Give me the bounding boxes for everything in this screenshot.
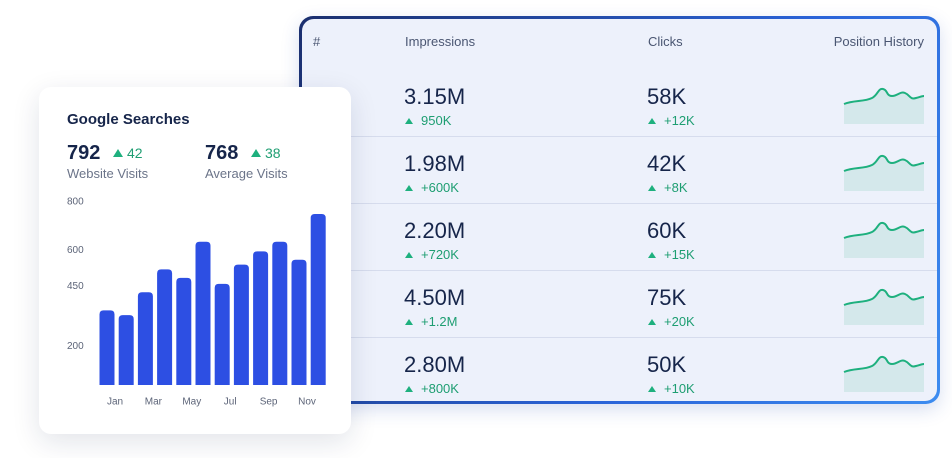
x-tick-label: May <box>182 397 201 408</box>
sparkline <box>843 87 925 124</box>
clicks-value: 50K <box>647 352 687 377</box>
stat-label: Average Visits <box>205 166 288 181</box>
sparkline-line <box>843 355 925 373</box>
sparkline-line <box>843 154 925 172</box>
impressions-value: 2.20M <box>404 218 466 243</box>
column-header: Impressions <box>405 34 476 49</box>
chart-title: Google Searches <box>67 111 190 128</box>
column-header: Clicks <box>648 34 683 49</box>
bar <box>253 251 269 385</box>
sparkline <box>843 154 925 191</box>
clicks-value: 60K <box>647 218 687 243</box>
sparkline-area <box>844 356 924 392</box>
stat-value: 792 <box>67 142 101 164</box>
impressions-change: +1.2M <box>405 314 458 329</box>
clicks-value: 58K <box>647 84 687 109</box>
impressions-change: +720K <box>405 247 459 262</box>
impressions-value: 3.15M <box>404 84 466 109</box>
impressions-change: +600K <box>405 180 459 195</box>
row-separator <box>302 136 937 137</box>
row-separator <box>302 337 937 338</box>
clicks-value: 42K <box>647 151 687 176</box>
x-tick-label: Nov <box>298 397 316 408</box>
sparkline-area <box>844 222 924 258</box>
impressions-change: +800K <box>405 381 459 396</box>
column-header: Position History <box>833 34 924 49</box>
x-tick-label: Jan <box>107 397 123 408</box>
table: # Impressions Clicks Position History 3.… <box>302 19 937 401</box>
clicks-change: +15K <box>648 247 695 262</box>
impressions-value: 2.80M <box>404 352 466 377</box>
y-tick-label: 600 <box>67 245 84 256</box>
sparkline <box>843 221 925 258</box>
sparkline <box>843 288 925 325</box>
bar <box>118 315 134 385</box>
stat-value: 768 <box>205 142 239 164</box>
row-separator <box>302 203 937 204</box>
x-tick-label: Jul <box>224 397 237 408</box>
y-tick-label: 800 <box>67 197 84 208</box>
y-tick-label: 450 <box>67 281 84 292</box>
bar <box>137 292 153 385</box>
x-tick-label: Mar <box>145 397 163 408</box>
sparkline-line <box>843 288 925 306</box>
clicks-change: +20K <box>648 314 695 329</box>
chart-card: Google Searches 792 42 Website Visits 76… <box>39 87 351 434</box>
impressions-value: 4.50M <box>404 285 466 310</box>
clicks-change: +10K <box>648 381 695 396</box>
x-tick-label: Sep <box>260 397 278 408</box>
bar <box>310 214 326 385</box>
sparkline-area <box>844 88 924 124</box>
bar <box>99 310 115 385</box>
stat-label: Website Visits <box>67 166 149 181</box>
chart: 200 450 600 800 Jan Mar May Jul Sep Nov <box>67 197 326 408</box>
bar <box>157 269 173 385</box>
impressions-value: 1.98M <box>404 151 466 176</box>
clicks-change: +12K <box>648 113 695 128</box>
clicks-change: +8K <box>648 180 688 195</box>
bar <box>195 241 211 385</box>
bar <box>176 277 192 385</box>
bar <box>214 283 230 385</box>
sparkline-line <box>843 221 925 239</box>
sparkline <box>843 355 925 392</box>
sparkline-area <box>844 155 924 191</box>
bar <box>272 241 288 385</box>
stat-change: 42 <box>113 145 143 161</box>
y-tick-label: 200 <box>67 341 84 352</box>
sparkline-line <box>843 87 925 105</box>
bar <box>291 259 307 385</box>
stat-change: 38 <box>251 145 281 161</box>
sparkline-area <box>844 289 924 325</box>
clicks-value: 75K <box>647 285 687 310</box>
column-header: # <box>313 34 321 49</box>
table-panel: # Impressions Clicks Position History 3.… <box>299 16 940 404</box>
impressions-change: 950K <box>405 113 451 128</box>
bar <box>233 264 249 385</box>
row-separator <box>302 270 937 271</box>
